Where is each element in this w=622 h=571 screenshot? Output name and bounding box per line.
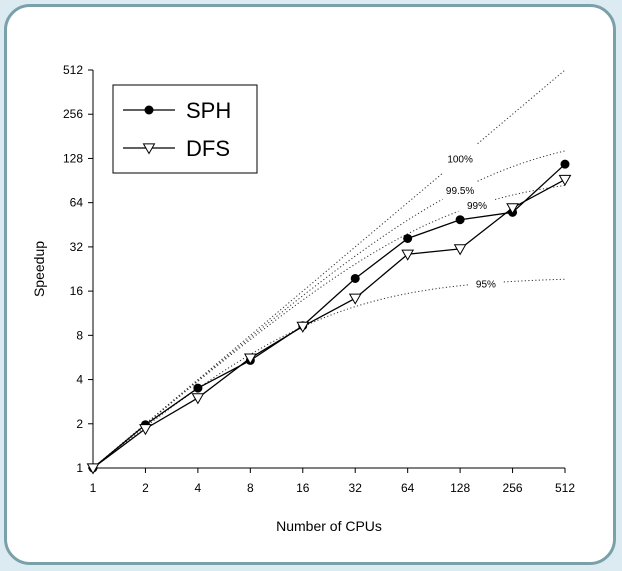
y-tick-label: 1 bbox=[76, 461, 83, 475]
efficiency-curves: 100% 99.5% 99% 95% bbox=[92, 69, 566, 469]
efficiency-curve bbox=[477, 69, 566, 145]
efficiency-curve bbox=[92, 172, 443, 469]
efficiency-label: 99.5% bbox=[446, 186, 474, 197]
efficiency-curve bbox=[92, 284, 469, 469]
x-axis-title: Number of CPUs bbox=[276, 518, 382, 534]
efficiency-curve bbox=[494, 184, 566, 201]
efficiency-label: 100% bbox=[447, 154, 473, 165]
data-point-dfs bbox=[191, 393, 205, 405]
y-ticks: 1 2 4 8 16 32 64 128 256 512 bbox=[63, 63, 93, 475]
data-point-dfs bbox=[86, 463, 100, 475]
efficiency-curve bbox=[503, 278, 566, 283]
x-tick-label: 1 bbox=[90, 481, 97, 495]
x-tick-label: 4 bbox=[195, 481, 202, 495]
data-point-sph bbox=[350, 273, 360, 283]
legend-marker bbox=[142, 143, 156, 155]
y-tick-label: 32 bbox=[70, 240, 84, 254]
efficiency-label: 95% bbox=[476, 279, 496, 290]
y-axis-title: Speedup bbox=[31, 241, 47, 297]
data-point-sph bbox=[455, 215, 465, 225]
data-point-sph bbox=[403, 233, 413, 243]
legend: SPH DFS bbox=[112, 84, 258, 174]
x-tick-label: 8 bbox=[247, 481, 254, 495]
efficiency-curve bbox=[92, 210, 459, 469]
x-tick-label: 256 bbox=[503, 481, 523, 495]
legend-box bbox=[112, 84, 258, 174]
data-point-dfs bbox=[506, 203, 519, 215]
x-tick-label: 2 bbox=[142, 481, 149, 495]
data-point-dfs bbox=[558, 174, 572, 187]
y-tick-label: 16 bbox=[70, 284, 84, 298]
x-tick-label: 16 bbox=[296, 481, 310, 495]
y-tick-label: 4 bbox=[76, 373, 83, 387]
y-tick-label: 8 bbox=[76, 328, 83, 342]
data-point-sph bbox=[560, 159, 570, 169]
data-point-dfs bbox=[401, 249, 415, 261]
data-point-dfs bbox=[243, 353, 257, 365]
y-tick-label: 2 bbox=[76, 417, 83, 431]
series-line-dfs bbox=[92, 178, 566, 469]
legend-label: DFS bbox=[186, 136, 230, 161]
y-tick-label: 512 bbox=[63, 63, 83, 77]
data-point-dfs bbox=[453, 244, 467, 256]
y-tick-label: 64 bbox=[70, 196, 84, 210]
data-point-dfs bbox=[348, 293, 362, 305]
series-layer bbox=[86, 159, 572, 475]
x-tick-label: 32 bbox=[349, 481, 363, 495]
efficiency-curve bbox=[477, 150, 566, 182]
efficiency-label: 99% bbox=[467, 201, 487, 212]
data-point-dfs bbox=[296, 321, 310, 333]
legend-marker bbox=[144, 105, 154, 115]
x-tick-label: 128 bbox=[450, 481, 470, 495]
legend-label: SPH bbox=[186, 98, 231, 123]
data-point-sph bbox=[193, 383, 203, 393]
series-line-sph bbox=[92, 163, 566, 469]
data-point-dfs bbox=[139, 424, 152, 436]
x-tick-label: 512 bbox=[555, 481, 575, 495]
y-tick-label: 128 bbox=[63, 151, 83, 165]
x-tick-label: 64 bbox=[401, 481, 415, 495]
axes bbox=[92, 70, 565, 469]
x-ticks: 1 2 4 8 16 32 64 128 256 512 bbox=[90, 468, 575, 495]
y-tick-label: 256 bbox=[63, 107, 83, 121]
